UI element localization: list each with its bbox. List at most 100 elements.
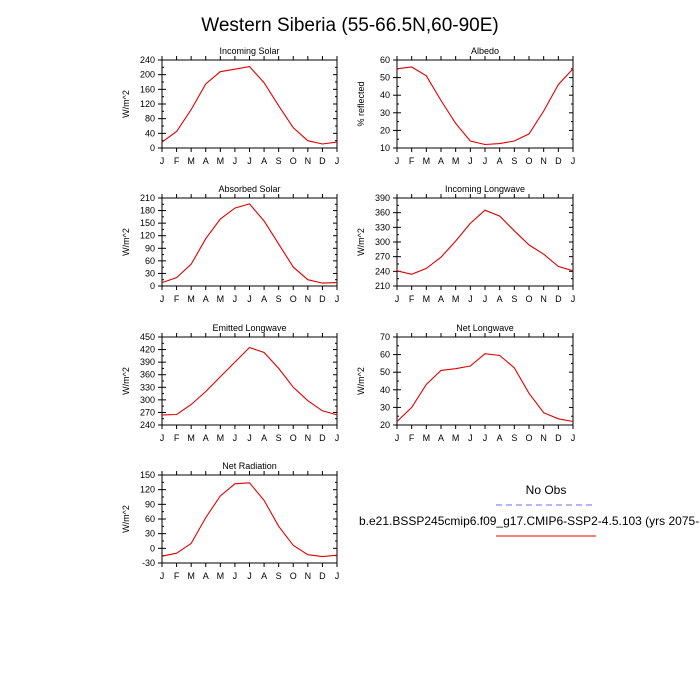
x-tick-label: S (276, 294, 282, 304)
x-tick-label: N (540, 156, 547, 166)
x-tick-label: O (525, 433, 532, 443)
x-tick-label: A (261, 433, 267, 443)
plot-frame (161, 336, 338, 426)
x-tick-label: J (247, 571, 252, 581)
series-line (161, 66, 338, 145)
plot-frame (161, 59, 338, 149)
y-tick-label: 210 (140, 193, 155, 203)
x-tick-label: D (319, 571, 326, 581)
y-tick-label: 330 (375, 222, 390, 232)
x-tick-label: J (233, 433, 238, 443)
x-tick-label: M (423, 294, 431, 304)
panel-title: Net Longwave (456, 323, 514, 333)
y-tick-label: 50 (380, 367, 390, 377)
y-tick-label: -30 (142, 558, 155, 568)
x-tick-label: D (555, 294, 562, 304)
y-tick-label: 200 (140, 70, 155, 80)
y-tick-label: 40 (145, 128, 155, 138)
x-tick-label: J (395, 294, 400, 304)
x-tick-label: F (174, 571, 180, 581)
x-tick-label: J (571, 294, 576, 304)
x-tick-label: O (290, 571, 297, 581)
x-tick-label: J (335, 571, 340, 581)
y-tick-label: 50 (380, 73, 390, 83)
x-tick-label: M (423, 433, 431, 443)
panel-emitted-longwave: Emitted Longwave 240 270 300 330 360 390 420 450… (121, 323, 339, 443)
y-tick-label: 60 (380, 55, 390, 65)
y-tick-label: 40 (380, 385, 390, 395)
y-tick-label: 0 (150, 281, 155, 291)
x-tick-label: J (233, 571, 238, 581)
y-tick-label: 180 (140, 206, 155, 216)
x-tick-label: D (319, 433, 326, 443)
plot-frame (161, 474, 338, 564)
y-tick-label: 300 (140, 395, 155, 405)
y-axis-label: W/m^2 (121, 228, 131, 256)
x-tick-label: J (468, 433, 473, 443)
x-tick-label: A (438, 433, 444, 443)
y-tick-label: 30 (145, 529, 155, 539)
x-tick-label: J (483, 433, 488, 443)
y-tick-label: 150 (140, 218, 155, 228)
x-tick-label: J (468, 294, 473, 304)
panel-title: Emitted Longwave (212, 323, 286, 333)
plot-frame (396, 336, 574, 426)
x-tick-label: N (540, 294, 547, 304)
x-tick-label: M (217, 571, 225, 581)
x-tick-label: F (409, 433, 415, 443)
y-tick-label: 240 (140, 420, 155, 430)
x-tick-label: J (468, 156, 473, 166)
x-tick-label: A (497, 294, 503, 304)
y-tick-label: 60 (145, 514, 155, 524)
x-tick-label: A (438, 156, 444, 166)
x-tick-label: A (203, 294, 209, 304)
y-axis-label: W/m^2 (121, 90, 131, 118)
x-tick-label: M (187, 571, 195, 581)
y-axis-label: W/m^2 (121, 367, 131, 395)
x-tick-label: M (187, 294, 195, 304)
y-tick-label: 60 (380, 350, 390, 360)
y-tick-label: 20 (380, 420, 390, 430)
legend-obs-label: No Obs (526, 483, 567, 497)
x-tick-label: S (276, 156, 282, 166)
y-tick-label: 390 (140, 357, 155, 367)
panel-title: Incoming Longwave (445, 184, 525, 194)
x-tick-label: S (511, 433, 517, 443)
plot-frame (161, 197, 338, 287)
plot-frame (396, 197, 574, 287)
x-tick-label: O (525, 294, 532, 304)
x-tick-label: M (187, 433, 195, 443)
x-tick-label: J (247, 433, 252, 443)
x-tick-label: J (395, 156, 400, 166)
x-tick-label: M (187, 156, 195, 166)
y-tick-label: 240 (375, 266, 390, 276)
x-tick-label: O (290, 294, 297, 304)
x-tick-label: J (335, 433, 340, 443)
x-tick-label: F (409, 156, 415, 166)
y-tick-label: 20 (380, 125, 390, 135)
legend: No Obs b.e21.BSSP245cmip6.f09_g17.CMIP6-… (359, 483, 699, 537)
y-tick-label: 80 (145, 114, 155, 124)
panel-title: Albedo (471, 46, 499, 56)
x-tick-label: S (276, 571, 282, 581)
y-tick-label: 120 (140, 99, 155, 109)
x-tick-label: N (305, 433, 312, 443)
x-tick-label: N (540, 433, 547, 443)
series-line (161, 203, 338, 284)
series-line (161, 346, 338, 416)
x-tick-label: J (247, 156, 252, 166)
x-tick-label: O (290, 433, 297, 443)
x-tick-label: F (409, 294, 415, 304)
x-tick-label: J (335, 156, 340, 166)
panel-title: Incoming Solar (219, 46, 279, 56)
x-tick-label: A (203, 433, 209, 443)
x-tick-label: J (483, 156, 488, 166)
x-tick-label: J (395, 433, 400, 443)
x-tick-label: M (217, 294, 225, 304)
x-tick-label: J (571, 433, 576, 443)
